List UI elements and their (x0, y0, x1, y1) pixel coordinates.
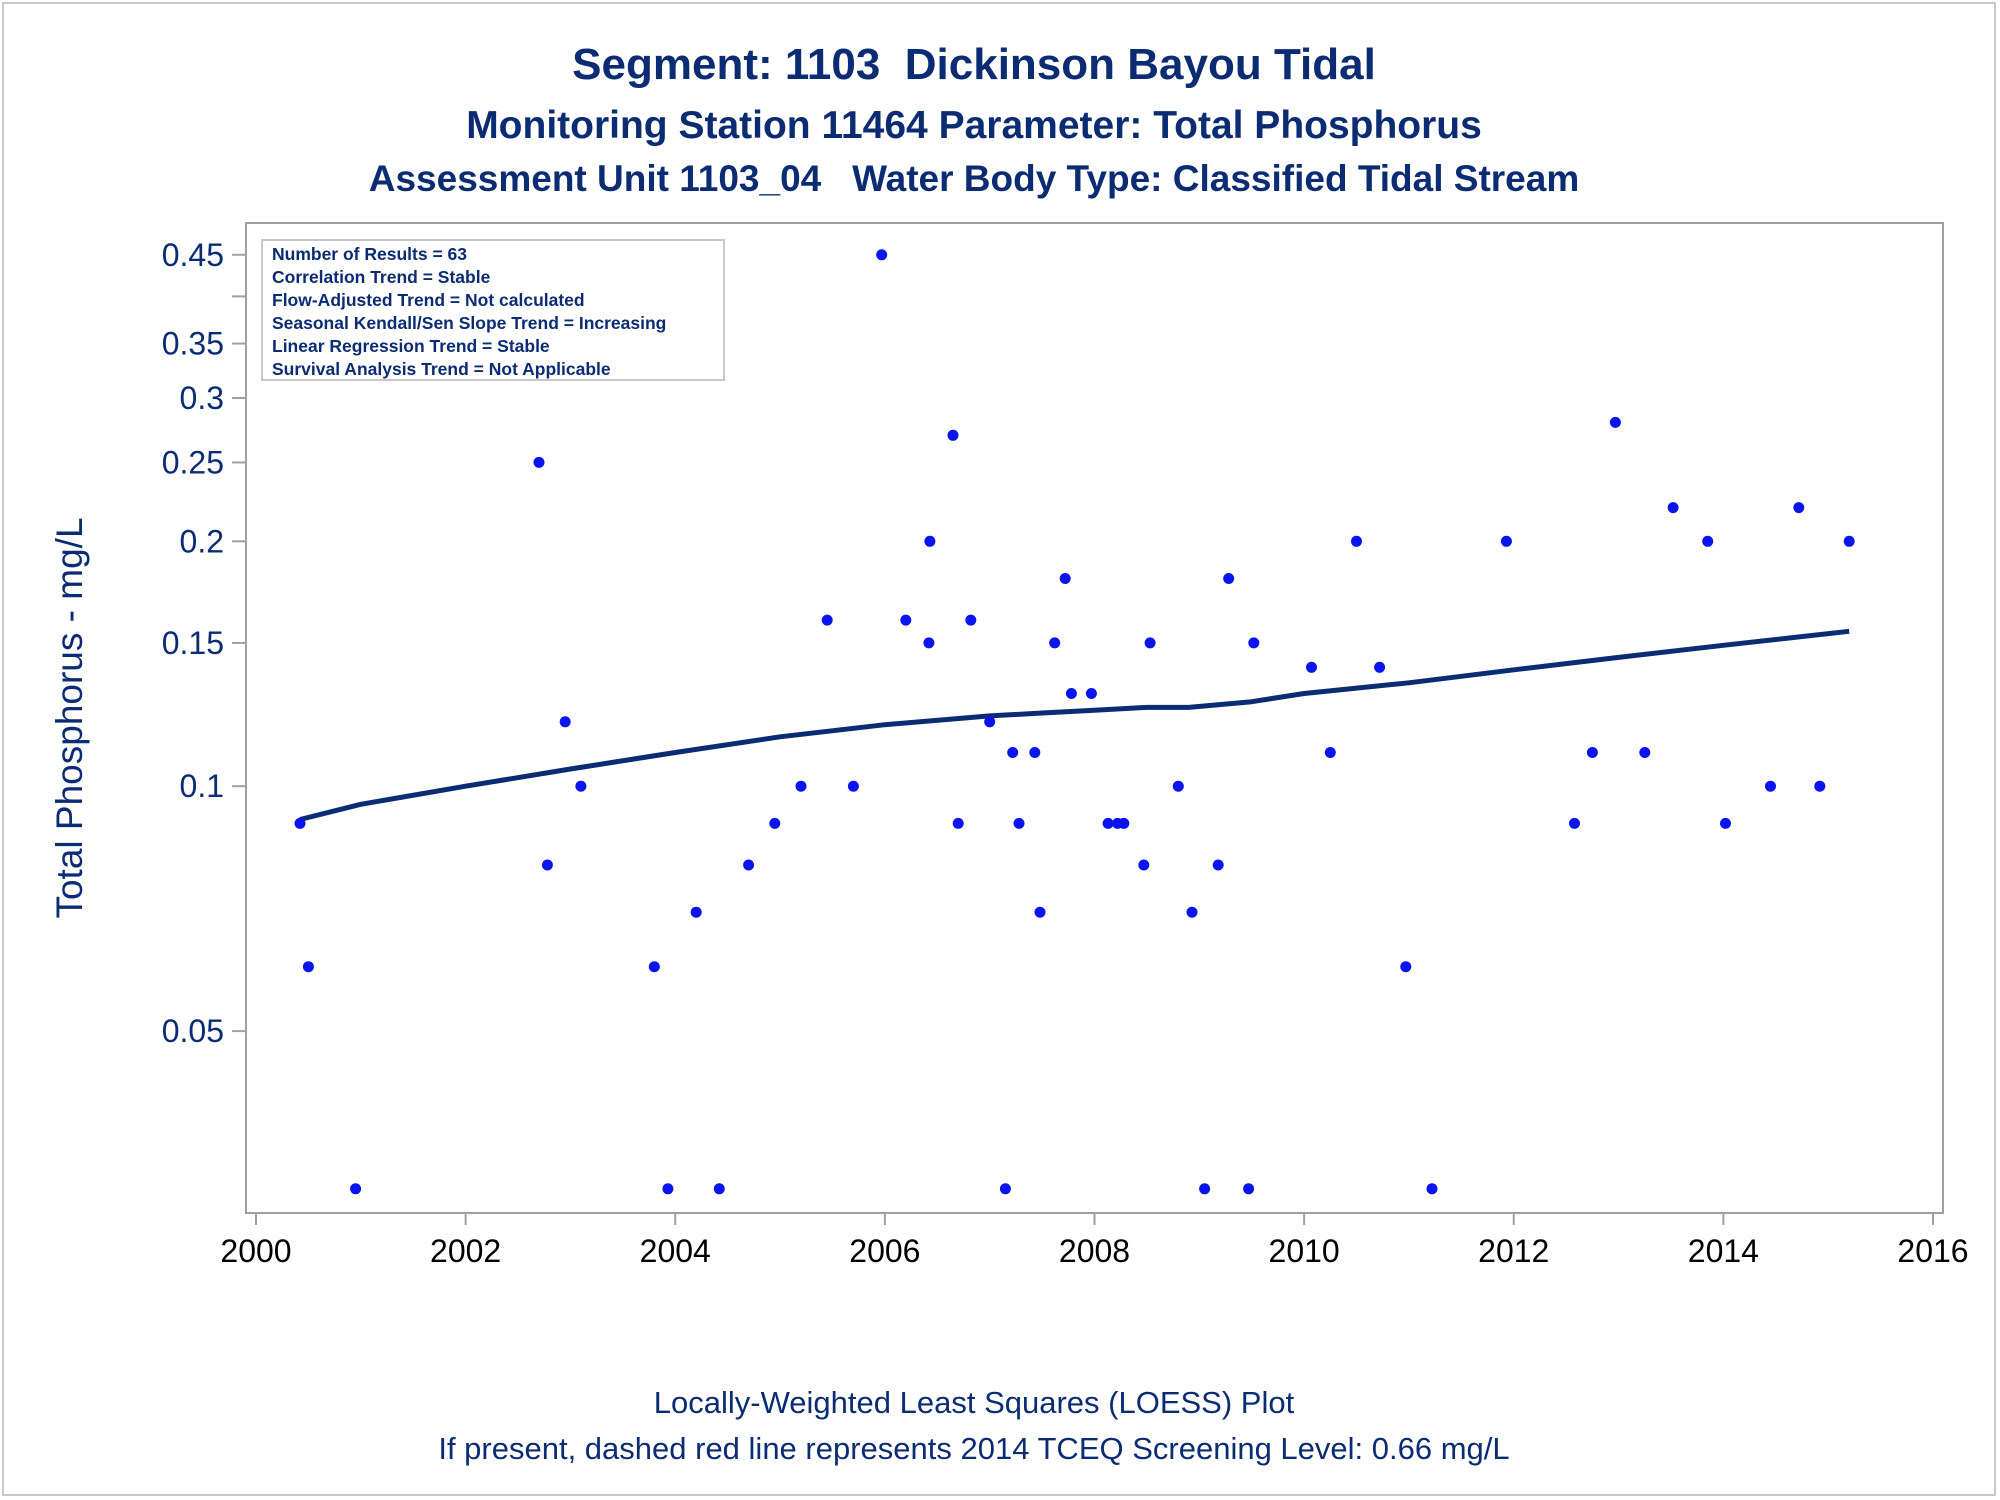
chart-subtitle: Monitoring Station 11464 Parameter: Tota… (466, 104, 1482, 147)
data-point (1351, 535, 1362, 547)
y-axis-title: Total Phosphorus - mg/L (49, 517, 90, 918)
data-point (900, 614, 912, 626)
x-tick-label: 2016 (1897, 1233, 1968, 1269)
data-point (1065, 688, 1077, 699)
data-point (302, 961, 314, 973)
data-point (1306, 661, 1317, 673)
data-point (1500, 535, 1512, 547)
data-point (1172, 780, 1184, 792)
data-point (575, 780, 587, 792)
data-point (795, 780, 807, 792)
data-point (1059, 573, 1071, 584)
data-point (1029, 747, 1041, 758)
y-tick-label: 0.3 (180, 380, 224, 416)
data-point (1144, 637, 1156, 649)
data-point (1720, 817, 1731, 829)
data-point (1667, 502, 1679, 514)
y-tick-label: 0.1 (180, 768, 224, 804)
stat-survival-analysis-trend: Survival Analysis Trend = Not Applicable (272, 359, 611, 379)
data-point (713, 1183, 725, 1195)
data-point (1212, 859, 1224, 871)
stat-linear-regression-trend: Linear Regression Trend = Stable (272, 336, 550, 356)
data-point (1248, 637, 1260, 649)
data-point (1765, 780, 1776, 792)
data-point (1007, 747, 1019, 758)
data-point (1138, 859, 1150, 871)
data-point (924, 535, 936, 547)
screening-level-note: If present, dashed red line represents 2… (438, 1431, 1510, 1466)
data-point (743, 859, 755, 871)
x-tick-label: 2014 (1688, 1233, 1759, 1269)
data-point (294, 817, 306, 829)
data-point (876, 249, 888, 261)
data-point (923, 637, 935, 649)
data-point (1586, 747, 1598, 758)
data-point (1843, 535, 1855, 547)
x-tick-label: 2008 (1059, 1233, 1130, 1269)
data-point (648, 961, 660, 973)
data-point (847, 780, 859, 792)
stat-flow-adjusted-trend: Flow-Adjusted Trend = Not calculated (272, 290, 585, 310)
data-point (690, 906, 702, 918)
loess-trend-line (299, 628, 1850, 822)
data-point (1702, 535, 1714, 547)
data-point (1223, 573, 1235, 584)
data-point (821, 614, 833, 626)
stat-correlation-trend: Correlation Trend = Stable (272, 267, 491, 287)
x-tick-label: 2010 (1269, 1233, 1340, 1269)
data-point (533, 456, 545, 468)
y-tick-label: 0.45 (162, 237, 224, 273)
data-point (1374, 661, 1386, 673)
y-tick-label: 0.15 (162, 625, 224, 661)
data-point (769, 817, 781, 829)
trend-stats-box: Number of Results = 63 Correlation Trend… (261, 239, 725, 381)
x-tick-label: 2002 (430, 1233, 501, 1269)
data-point (541, 859, 553, 871)
stat-seasonal-kendall-trend: Seasonal Kendall/Sen Slope Trend = Incre… (272, 313, 666, 333)
y-tick-label: 0.05 (162, 1013, 224, 1049)
stat-number-of-results: Number of Results = 63 (272, 244, 467, 264)
x-tick-label: 2006 (849, 1233, 920, 1269)
data-point (1102, 817, 1114, 829)
data-point (1118, 817, 1130, 829)
chart-title: Segment: 1103 Dickinson Bayou Tidal (572, 40, 1376, 89)
data-point (1085, 688, 1097, 699)
y-axis: 0.45 0.35 0.3 0.25 0.2 0.15 0.1 0.05 (162, 237, 246, 1049)
data-point (1793, 502, 1805, 514)
data-points (294, 249, 1855, 1195)
data-point (1243, 1183, 1255, 1195)
stats-box-border (261, 239, 725, 381)
data-point (999, 1183, 1011, 1195)
data-point (1324, 747, 1336, 758)
x-tick-label: 2004 (640, 1233, 711, 1269)
data-point (1034, 906, 1046, 918)
scatter-plot: 0.450.350.30.250.20.150.10.05 2000 2002 20… (49, 222, 1969, 1269)
chart-subtitle-secondary: Assessment Unit 1103_04 Water Body Type:… (368, 158, 1580, 199)
data-point (947, 429, 959, 441)
y-tick-label: 0.35 (162, 326, 224, 362)
data-point (1426, 1183, 1438, 1195)
data-point (1609, 416, 1621, 428)
data-point (1814, 780, 1826, 792)
data-point (1049, 637, 1061, 649)
data-point (350, 1183, 362, 1195)
data-point (1199, 1183, 1211, 1195)
y-tick-label: 0.2 (180, 523, 224, 559)
data-point (965, 614, 977, 626)
x-axis: 2000 2002 2004 2006 2008 2010 2012 2014 2016 (220, 1213, 1969, 1269)
data-point (1013, 817, 1025, 829)
plot-type-note: Locally-Weighted Least Squares (LOESS) P… (653, 1385, 1295, 1420)
data-point (1639, 747, 1651, 758)
data-point (1400, 961, 1412, 973)
data-point (1186, 906, 1198, 918)
x-tick-label: 2012 (1478, 1233, 1549, 1269)
y-tick-label: 0.25 (162, 444, 224, 480)
data-point (559, 716, 571, 728)
data-point (984, 716, 996, 728)
data-point (1569, 817, 1580, 829)
data-point (662, 1183, 674, 1195)
x-tick-label: 2000 (220, 1233, 291, 1269)
data-point (952, 817, 964, 829)
